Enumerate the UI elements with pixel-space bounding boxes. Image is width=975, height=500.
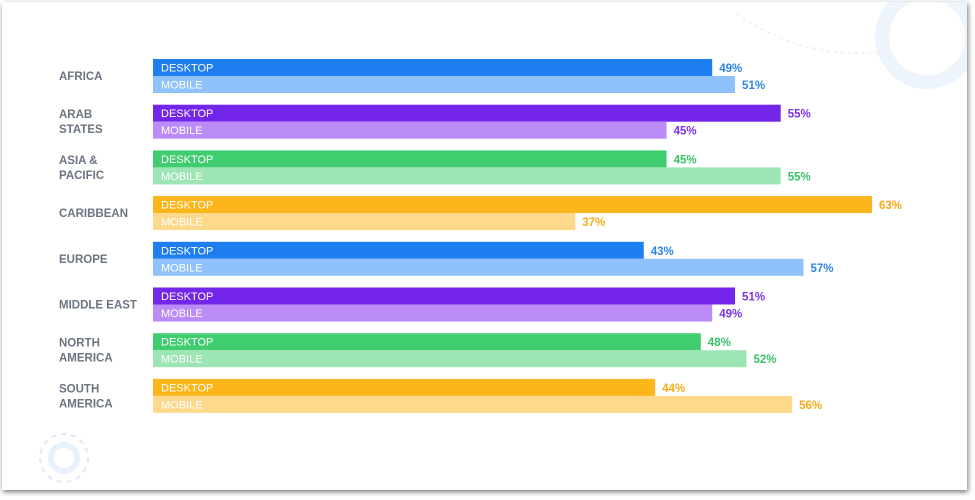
bar-series-label: DESKTOP	[161, 245, 213, 257]
value-label: 55%	[788, 171, 811, 183]
value-label: 51%	[742, 80, 765, 92]
category-label: AMERICA	[59, 353, 113, 365]
bar-series-label: DESKTOP	[161, 291, 213, 303]
category-label: ARAB	[59, 109, 92, 121]
category-label: EUROPE	[59, 254, 108, 266]
value-label: 48%	[708, 337, 731, 349]
bar-desktop	[153, 104, 781, 122]
bar-mobile	[153, 395, 793, 413]
value-label: 49%	[719, 309, 742, 321]
bar-mobile	[153, 258, 804, 276]
bar-mobile	[153, 213, 576, 231]
bar-series-label: MOBILE	[161, 80, 203, 92]
bar-series-label: DESKTOP	[161, 63, 213, 75]
category-label: MIDDLE EAST	[59, 300, 137, 312]
value-label: 37%	[582, 217, 605, 229]
deco-dashed-ring-bottom-left	[39, 433, 89, 483]
bar-series-label: MOBILE	[161, 308, 203, 320]
bar-desktop	[153, 378, 656, 396]
value-label: 56%	[799, 400, 822, 412]
category-label: CARIBBEAN	[59, 208, 128, 220]
bar-series-label: MOBILE	[161, 171, 203, 183]
bar-mobile	[153, 167, 781, 185]
category-label: SOUTH	[59, 383, 99, 395]
value-label: 44%	[662, 383, 685, 395]
bar-series-label: DESKTOP	[161, 337, 213, 349]
bar-mobile	[153, 350, 747, 368]
bar-desktop	[153, 333, 701, 351]
value-label: 45%	[674, 154, 697, 166]
bar-mobile	[153, 121, 667, 139]
category-label: AFRICA	[59, 71, 102, 83]
deco-dashed-arc	[736, 13, 883, 54]
bar-series-label: MOBILE	[161, 125, 203, 137]
bar-series-label: MOBILE	[161, 399, 203, 411]
value-label: 52%	[753, 354, 776, 366]
value-label: 57%	[811, 263, 834, 275]
deco-ring-top-right	[875, 2, 967, 89]
chart-card: AFRICA DESKTOP 49% MOBILE 51% ARAB STATES DESKT…	[2, 2, 967, 490]
bar-series-label: MOBILE	[161, 217, 203, 229]
bar-mobile	[153, 304, 713, 322]
category-label: NORTH	[59, 338, 100, 350]
value-label: 49%	[719, 63, 742, 75]
value-label: 45%	[674, 126, 697, 138]
bar-series-label: DESKTOP	[161, 154, 213, 166]
bar-desktop	[153, 241, 644, 259]
bar-chart: AFRICA DESKTOP 49% MOBILE 51% ARAB STATES DESKT…	[59, 59, 902, 413]
bar-series-label: DESKTOP	[161, 108, 213, 120]
value-label: 51%	[742, 292, 765, 304]
bar-mobile	[153, 76, 736, 93]
category-label: PACIFIC	[59, 170, 104, 182]
category-label: AMERICA	[59, 398, 113, 410]
bar-series-label: MOBILE	[161, 354, 203, 366]
value-label: 63%	[879, 200, 902, 212]
bar-series-label: DESKTOP	[161, 200, 213, 212]
background-decoration	[39, 2, 967, 483]
value-label: 55%	[788, 109, 811, 121]
bar-series-label: MOBILE	[161, 262, 203, 274]
category-label: ASIA &	[59, 155, 98, 167]
deco-ring-bottom-left	[48, 442, 80, 474]
value-label: 43%	[651, 246, 674, 258]
category-label: STATES	[59, 124, 103, 136]
bar-desktop	[153, 287, 736, 305]
bar-desktop	[153, 196, 872, 214]
bar-desktop	[153, 59, 713, 76]
bar-series-label: DESKTOP	[161, 382, 213, 394]
bar-desktop	[153, 150, 667, 168]
